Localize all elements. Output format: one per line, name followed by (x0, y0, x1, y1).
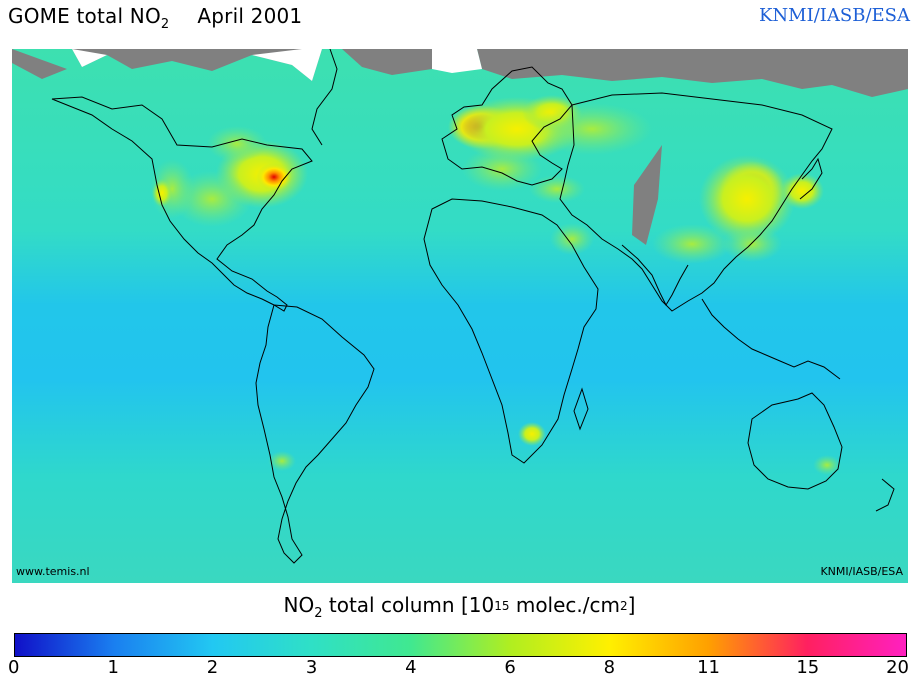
scale-tick-label: 11 (697, 657, 720, 678)
scale-tick-label: 6 (504, 657, 516, 678)
no-coverage-areas (72, 49, 482, 81)
no2-world-map: www.temis.nl KNMI/IASB/ESA (12, 49, 908, 583)
header: GOME total NO2 April 2001 KNMI/IASB/ESA (0, 0, 919, 48)
coastlines (51, 49, 895, 564)
website-credit: www.temis.nl (16, 565, 90, 578)
madagascar-coast (573, 387, 589, 431)
southeast-asia-coast (701, 298, 841, 380)
scale-tick-label: 2 (206, 657, 219, 678)
scale-tick-label: 0 (8, 657, 20, 678)
color-scale-bar (14, 633, 907, 657)
scale-tick-label: 3 (305, 657, 318, 678)
map-canvas (12, 49, 908, 583)
australia-coast (747, 392, 843, 490)
legend-title: NO2 total column [1015 molec./cm2] (283, 593, 636, 621)
color-scale-ticks: 0 1 2 3 4 6 8 11 15 20 (8, 657, 909, 681)
south-america-coast (255, 304, 375, 564)
india-coast (621, 244, 689, 307)
scale-tick-label: 8 (603, 657, 616, 678)
map-title: GOME total NO2 April 2001 (8, 4, 303, 32)
new-zealand-coast (875, 478, 895, 512)
japan-coast (799, 157, 823, 200)
scale-tick-label: 4 (405, 657, 417, 678)
agency-credit: KNMI/IASB/ESA (820, 565, 903, 578)
asia-coast (559, 92, 833, 312)
greenland-coast (311, 49, 338, 146)
europe-coast (441, 66, 573, 186)
map-date: April 2001 (197, 4, 303, 28)
scale-tick-label: 20 (886, 657, 909, 678)
africa-coast (423, 198, 599, 464)
scale-tick-label: 15 (796, 657, 820, 678)
north-america-coast (51, 96, 313, 312)
scale-tick-label: 1 (107, 657, 119, 678)
agency-label: KNMI/IASB/ESA (758, 5, 910, 26)
